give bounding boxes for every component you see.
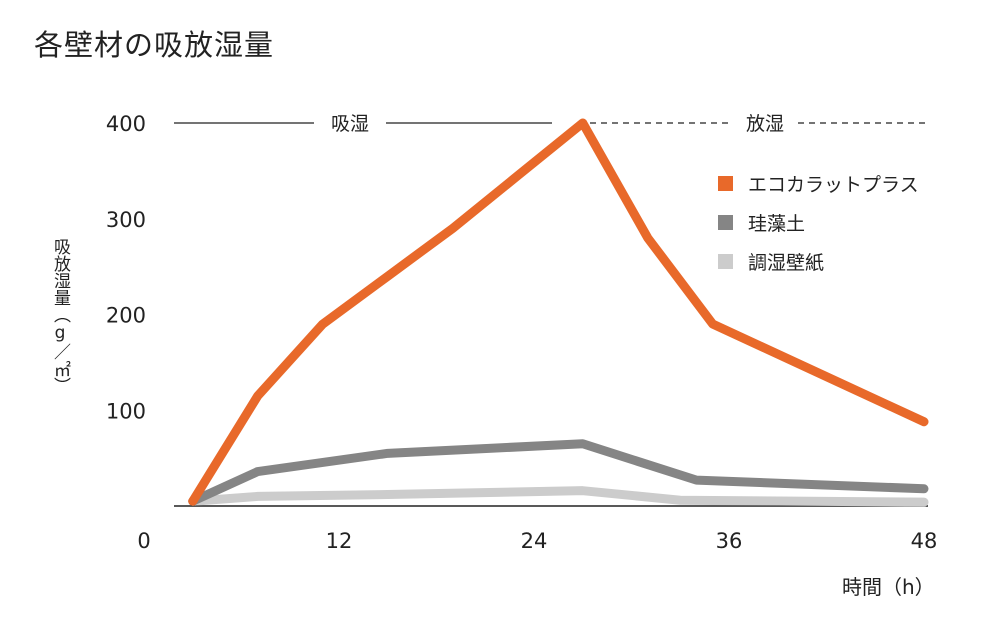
x-tick-label: 24: [521, 529, 548, 553]
y-tick-label: 400: [106, 112, 146, 136]
x-tick-label: 12: [326, 529, 353, 553]
chart-title: 各壁材の吸放湿量: [34, 28, 275, 62]
legend-swatch: [718, 215, 733, 230]
x-tick-label: 36: [716, 529, 743, 553]
legend-swatch: [718, 176, 733, 191]
release-phase-label: 放湿: [746, 113, 784, 135]
x-axis-label: 時間（h）: [842, 575, 935, 599]
x-tick-label: 0: [137, 529, 150, 553]
legend-label: 珪藻土: [748, 213, 805, 235]
y-tick-label: 100: [106, 399, 146, 423]
legend-label: エコカラットプラス: [748, 174, 919, 196]
y-axis-label: 吸放湿量（g／㎡）: [50, 238, 70, 394]
legend-swatch: [718, 254, 733, 269]
y-tick-label: 200: [106, 304, 146, 328]
series-lines: [188, 118, 929, 507]
series-line: [188, 118, 929, 506]
axis-ticks: 0 12 24 36 48 100 200 300 400: [106, 112, 937, 553]
x-tick-label: 48: [911, 529, 938, 553]
y-tick-label: 300: [106, 208, 146, 232]
legend-label: 調湿壁紙: [748, 252, 824, 274]
series-line: [188, 439, 929, 506]
absorb-phase-label: 吸湿: [331, 113, 369, 135]
series-line: [188, 486, 929, 507]
